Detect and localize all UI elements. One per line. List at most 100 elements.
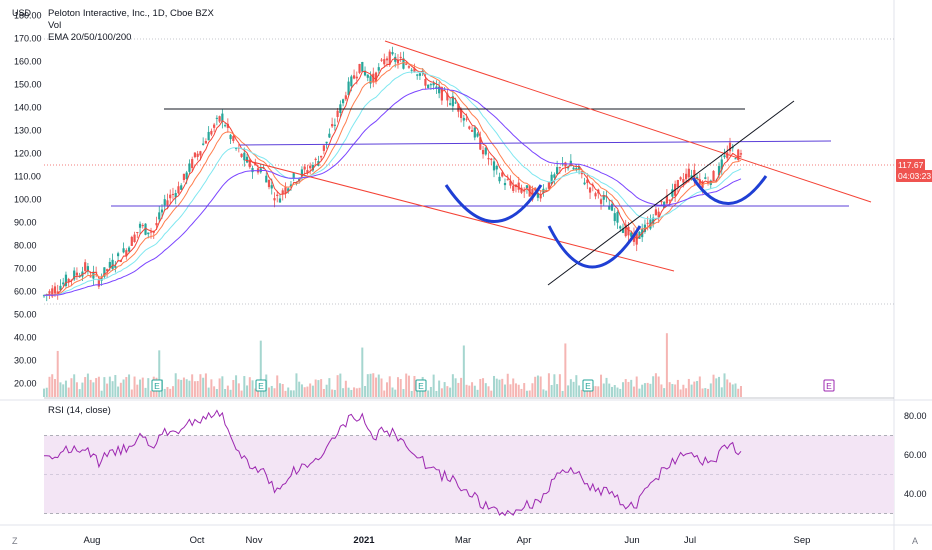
- candle-body: [278, 198, 282, 203]
- candle-body: [97, 279, 100, 287]
- volume-bar: [322, 388, 325, 397]
- candle-body: [717, 166, 721, 176]
- volume-bar: [350, 389, 353, 397]
- candle-body: [309, 165, 312, 169]
- volume-bar: [685, 388, 688, 397]
- ema-legend[interactable]: EMA 20/50/100/200: [48, 32, 132, 43]
- candle-body: [473, 127, 476, 138]
- candle-body: [616, 211, 619, 223]
- volume-bar: [141, 377, 144, 397]
- price-tick-label: 170.00: [14, 34, 42, 44]
- ema-200-line: [43, 87, 742, 296]
- volume-bar: [498, 379, 501, 397]
- candle-body: [341, 99, 345, 104]
- candle-body: [687, 168, 690, 178]
- volume-bar: [652, 376, 655, 397]
- earnings-marker-label: E: [826, 381, 832, 391]
- volume-bar: [731, 384, 734, 397]
- candle-body: [289, 184, 293, 188]
- rsi-tick-label: 60.00: [904, 450, 927, 460]
- candle-body: [638, 231, 641, 239]
- volume-bar: [556, 384, 559, 397]
- volume-bar: [476, 389, 479, 397]
- volume-bar: [608, 383, 611, 397]
- volume-bar: [674, 384, 677, 397]
- volume-bar: [482, 378, 485, 397]
- volume-bar: [150, 390, 153, 397]
- auto-scale-button[interactable]: A: [912, 536, 919, 546]
- volume-bar: [86, 373, 89, 397]
- price-tick-label: 150.00: [14, 80, 42, 90]
- candle-body: [704, 177, 707, 179]
- volume-bar: [575, 375, 578, 397]
- candle-body: [138, 223, 142, 228]
- time-tick-label: 2021: [353, 535, 375, 546]
- candle-body: [136, 232, 139, 234]
- candle-body: [215, 117, 218, 119]
- candle-body: [163, 199, 166, 206]
- time-tick-label: Jul: [684, 535, 696, 546]
- volume-bar: [600, 374, 603, 397]
- volume-bar: [287, 387, 290, 397]
- candle-body: [361, 61, 364, 72]
- timezone-icon[interactable]: Z: [12, 536, 18, 546]
- candle-body: [594, 193, 597, 197]
- volume-bar: [248, 377, 251, 397]
- volume-legend[interactable]: Vol: [48, 20, 62, 31]
- candle-body: [449, 103, 452, 105]
- volume-bar: [451, 374, 454, 397]
- volume-bar: [517, 384, 520, 397]
- volume-bar: [92, 382, 95, 397]
- candle-body: [116, 253, 120, 257]
- candle-body: [429, 84, 433, 86]
- rsi-legend[interactable]: RSI (14, close): [48, 405, 111, 416]
- volume-bar: [572, 381, 575, 397]
- candle-body: [232, 136, 235, 141]
- ema-50-line: [43, 62, 742, 296]
- candle-body: [306, 170, 309, 174]
- candle-body: [520, 187, 523, 193]
- volume-bar: [591, 386, 594, 397]
- volume-bar: [520, 388, 523, 397]
- candle-body: [240, 153, 243, 157]
- volume-bar: [342, 388, 345, 397]
- price-tick-label: 60.00: [14, 287, 37, 297]
- candle-body: [432, 83, 435, 86]
- candle-body: [188, 163, 191, 172]
- symbol-title[interactable]: Peloton Interactive, Inc., 1D, Cboe BZX: [48, 8, 214, 19]
- volume-bar: [45, 387, 48, 397]
- candle-body: [111, 259, 114, 270]
- candle-body: [287, 188, 290, 192]
- candle-body: [62, 282, 65, 285]
- volume-bar: [399, 379, 402, 397]
- volume-bar: [734, 383, 737, 397]
- candle-body: [177, 186, 180, 194]
- candle-body: [248, 159, 251, 168]
- candle-body: [358, 63, 361, 73]
- volume-bar: [386, 382, 388, 397]
- volume-bar: [224, 389, 227, 397]
- volume-bar: [493, 375, 496, 397]
- volume-bar: [210, 379, 213, 397]
- volume-bar: [366, 374, 369, 397]
- price-tick-label: 20.00: [14, 379, 37, 389]
- candle-body: [114, 265, 117, 268]
- candle-body: [314, 158, 317, 161]
- volume-bar: [635, 376, 638, 397]
- volume-bar: [311, 385, 314, 397]
- volume-bar: [616, 387, 619, 397]
- candle-body: [503, 182, 507, 186]
- candle-body: [344, 95, 347, 100]
- candle-body: [103, 267, 106, 277]
- volume-bar: [281, 384, 284, 397]
- volume-bar: [221, 376, 224, 397]
- volume-bar: [243, 376, 246, 397]
- candle-body: [149, 231, 153, 233]
- candle-body: [608, 205, 611, 210]
- volume-bar: [619, 388, 622, 397]
- volume-bar: [446, 386, 449, 397]
- volume-bar: [707, 388, 710, 397]
- volume-bar: [690, 384, 693, 397]
- candle-body: [523, 190, 526, 192]
